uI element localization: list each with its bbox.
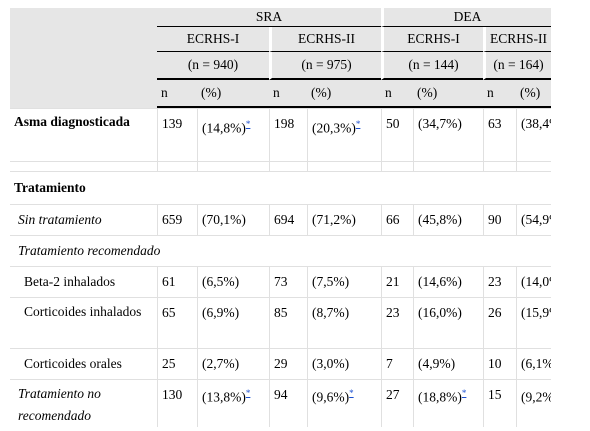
row-label-beta2: Beta-2 inhalados — [10, 266, 157, 297]
col-header-pct: (%) — [197, 80, 269, 108]
cell-value: 73 — [269, 266, 307, 297]
row-label-no-recomendado: Tratamiento no recomendado — [10, 379, 157, 427]
cell-value: 25 — [157, 348, 197, 379]
col-header-n: n — [381, 80, 414, 108]
cell-value: 63 — [483, 108, 517, 161]
row-label-sin-tratamiento: Sin tratamiento — [10, 204, 157, 235]
col-header-n: n — [483, 80, 517, 108]
cell-value: 29 — [269, 348, 307, 379]
cell-value: 659 — [157, 204, 197, 235]
cell-value: (7,5%) — [307, 266, 382, 297]
cell-value: (6,5%) — [197, 266, 269, 297]
cell-value: 85 — [269, 297, 307, 348]
table-wrapper: SRA DEA ECRHS-I ECRHS-II ECRHS-I ECRHS-I… — [10, 8, 552, 427]
subgroup-header: ECRHS-I — [157, 27, 269, 52]
cell-value: (14,8%)* — [197, 108, 269, 161]
cell-value: 90 — [483, 204, 517, 235]
cell-value: 27 — [381, 379, 414, 427]
col-header-pct: (%) — [413, 80, 484, 108]
subgroup-header: ECRHS-I — [381, 27, 484, 52]
footnote-link[interactable]: * — [355, 119, 361, 129]
table-row: Tratamiento — [10, 171, 552, 204]
group-header-dea: DEA — [381, 8, 552, 27]
cell-value: 23 — [381, 297, 414, 348]
subgroup-header: ECRHS-II — [483, 27, 552, 52]
cell-value: (3,0%) — [307, 348, 382, 379]
cell-value: (15,9%) — [516, 297, 552, 348]
cell-value: (71,2%) — [307, 204, 382, 235]
table-row: Tratamiento recomendado — [10, 235, 552, 266]
table-row: Tratamiento no recomendado 130 (13,8%)* … — [10, 379, 552, 427]
col-header-pct: (%) — [516, 80, 552, 108]
cell-value: (9,6%)* — [307, 379, 382, 427]
cell-value: (6,1%) — [516, 348, 552, 379]
col-header-pct: (%) — [307, 80, 382, 108]
cell-value: 66 — [381, 204, 414, 235]
asthma-treatment-table: SRA DEA ECRHS-I ECRHS-II ECRHS-I ECRHS-I… — [10, 8, 552, 427]
table-row: Corticoides inhalados 65 (6,9%) 85 (8,7%… — [10, 297, 552, 348]
cell-value: (45,8%) — [413, 204, 484, 235]
cell-value: 139 — [157, 108, 197, 161]
footnote-link[interactable]: * — [245, 388, 251, 398]
cell-value: 26 — [483, 297, 517, 348]
footnote-link[interactable]: * — [349, 388, 354, 398]
group-header-sra: SRA — [157, 8, 382, 27]
sample-size-header: (n = 975) — [269, 52, 382, 80]
spacer-row — [10, 161, 552, 171]
cell-value: (8,7%) — [307, 297, 382, 348]
section-heading-tratamiento: Tratamiento — [10, 171, 552, 204]
cell-value: (34,7%) — [413, 108, 484, 161]
section-heading-recomendado: Tratamiento recomendado — [10, 235, 552, 266]
cell-value: (18,8%)* — [413, 379, 484, 427]
header-corner — [10, 8, 157, 108]
cell-value: (14,0%) — [516, 266, 552, 297]
cell-value: 21 — [381, 266, 414, 297]
col-header-n: n — [269, 80, 307, 108]
cell-value: 61 — [157, 266, 197, 297]
sample-size-header: (n = 144) — [381, 52, 484, 80]
cell-value: 7 — [381, 348, 414, 379]
table-row: Corticoides orales 25 (2,7%) 29 (3,0%) 7… — [10, 348, 552, 379]
cell-value: (9,2%)* — [516, 379, 552, 427]
col-header-n: n — [157, 80, 197, 108]
cell-value: 65 — [157, 297, 197, 348]
footnote-link[interactable]: * — [461, 388, 467, 398]
cell-value: (38,4%) — [516, 108, 552, 161]
cell-value: (6,9%) — [197, 297, 269, 348]
sample-size-header: (n = 940) — [157, 52, 269, 80]
cell-value: 198 — [269, 108, 307, 161]
cell-value: 15 — [483, 379, 517, 427]
cell-value: (16,0%) — [413, 297, 484, 348]
table-row: Asma diagnosticada 139 (14,8%)* 198 (20,… — [10, 108, 552, 161]
cell-value: (54,9%) — [516, 204, 552, 235]
cell-value: (14,6%) — [413, 266, 484, 297]
row-label-corticoides-inhalados: Corticoides inhalados — [10, 297, 157, 348]
cell-value: (70,1%) — [197, 204, 269, 235]
cell-value: 50 — [381, 108, 414, 161]
table-row: Beta-2 inhalados 61 (6,5%) 73 (7,5%) 21 … — [10, 266, 552, 297]
cell-value: 694 — [269, 204, 307, 235]
subgroup-header: ECRHS-II — [269, 27, 382, 52]
table-row: Sin tratamiento 659 (70,1%) 694 (71,2%) … — [10, 204, 552, 235]
cell-value: 10 — [483, 348, 517, 379]
footnote-link[interactable]: * — [245, 119, 251, 129]
cell-value: 23 — [483, 266, 517, 297]
cell-value: (2,7%) — [197, 348, 269, 379]
cell-value: 94 — [269, 379, 307, 427]
row-label-corticoides-orales: Corticoides orales — [10, 348, 157, 379]
row-label-asma: Asma diagnosticada — [10, 108, 157, 161]
cell-value: (4,9%) — [413, 348, 484, 379]
cell-value: (13,8%)* — [197, 379, 269, 427]
cell-value: 130 — [157, 379, 197, 427]
sample-size-header: (n = 164) — [483, 52, 552, 80]
cell-value: (20,3%)* — [307, 108, 382, 161]
